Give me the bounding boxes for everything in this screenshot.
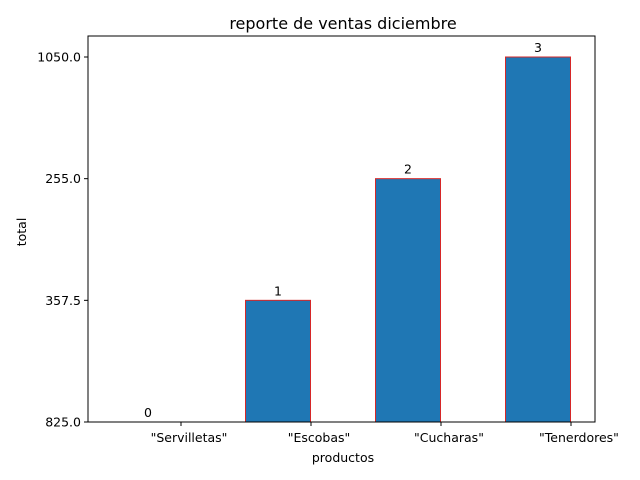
x-tick-label-1: "Escobas"	[288, 430, 351, 445]
chart-title: reporte de ventas diciembre	[229, 14, 456, 33]
x-tick-label-2: "Cucharas"	[414, 430, 484, 445]
bar-value-label-0: 0	[144, 405, 152, 420]
plot-frame	[87, 35, 596, 423]
y-axis-label: total	[14, 218, 29, 247]
x-tick-label-0: "Servilletas"	[151, 430, 228, 445]
x-tick-label-3: "Tenerdores"	[539, 430, 619, 445]
bar-3	[505, 56, 571, 423]
bar-value-label-1: 1	[274, 283, 282, 298]
y-tick-label-1: 357.5	[45, 293, 81, 308]
bar-value-label-3: 3	[534, 40, 542, 55]
x-axis-label: productos	[312, 450, 374, 465]
y-tick-label-3: 1050.0	[37, 50, 81, 65]
bar-2	[375, 178, 441, 423]
bar-value-label-2: 2	[404, 162, 412, 177]
y-tick-label-2: 255.0	[45, 171, 81, 186]
y-tick-label-0: 825.0	[45, 415, 81, 430]
bar-1	[245, 299, 311, 423]
